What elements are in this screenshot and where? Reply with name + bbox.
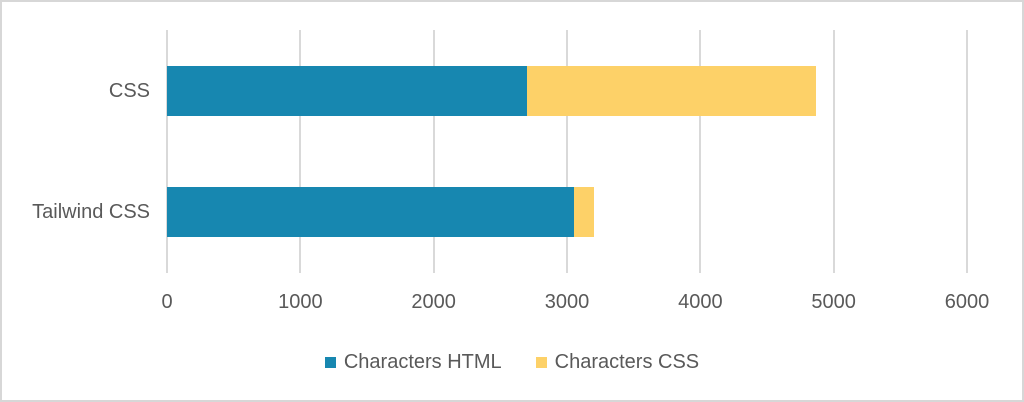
x-tick-label-2000: 2000	[411, 291, 456, 313]
legend-swatch-characters-css	[535, 357, 547, 368]
gridline-x-6000	[966, 30, 968, 273]
gridline-x-1000	[299, 30, 302, 273]
legend-item-characters-html: Characters HTML	[324, 351, 502, 374]
gridline-x-5000	[832, 30, 835, 273]
bar-row-tailwind-css	[167, 187, 594, 238]
legend-label-characters-css: Characters CSS	[554, 351, 700, 373]
gridline-x-3000	[566, 30, 568, 273]
category-label-css: CSS	[108, 79, 150, 102]
bar-row-css	[167, 65, 817, 116]
x-tick-label-5000: 5000	[811, 291, 856, 313]
x-tick-label-1000: 1000	[278, 291, 323, 313]
bar-segment-tailwind-css-characters-html	[167, 187, 574, 238]
legend-swatch-characters-html	[324, 357, 336, 368]
x-tick-label-6000: 6000	[944, 291, 990, 313]
plot-area: 0 1000 2000 3000 4000 5000 6000	[161, 30, 989, 313]
category-label-tailwind-css: Tailwind CSS	[32, 201, 150, 224]
x-tick-label-4000: 4000	[678, 291, 723, 313]
bar-segment-css-characters-css	[527, 65, 817, 116]
x-tick-label-3000: 3000	[544, 291, 590, 313]
bar-segment-tailwind-css-characters-css	[573, 187, 594, 238]
legend-label-characters-html: Characters HTML	[343, 351, 502, 373]
gridline-x-4000	[699, 30, 702, 273]
gridline-x-0	[166, 30, 168, 273]
legend-item-characters-css: Characters CSS	[535, 351, 700, 374]
bar-segment-css-characters-html	[167, 65, 527, 116]
legend: Characters HTML Characters CSS	[2, 351, 1022, 374]
x-tick-label-0: 0	[161, 291, 173, 313]
gridline-x-2000	[432, 30, 435, 273]
